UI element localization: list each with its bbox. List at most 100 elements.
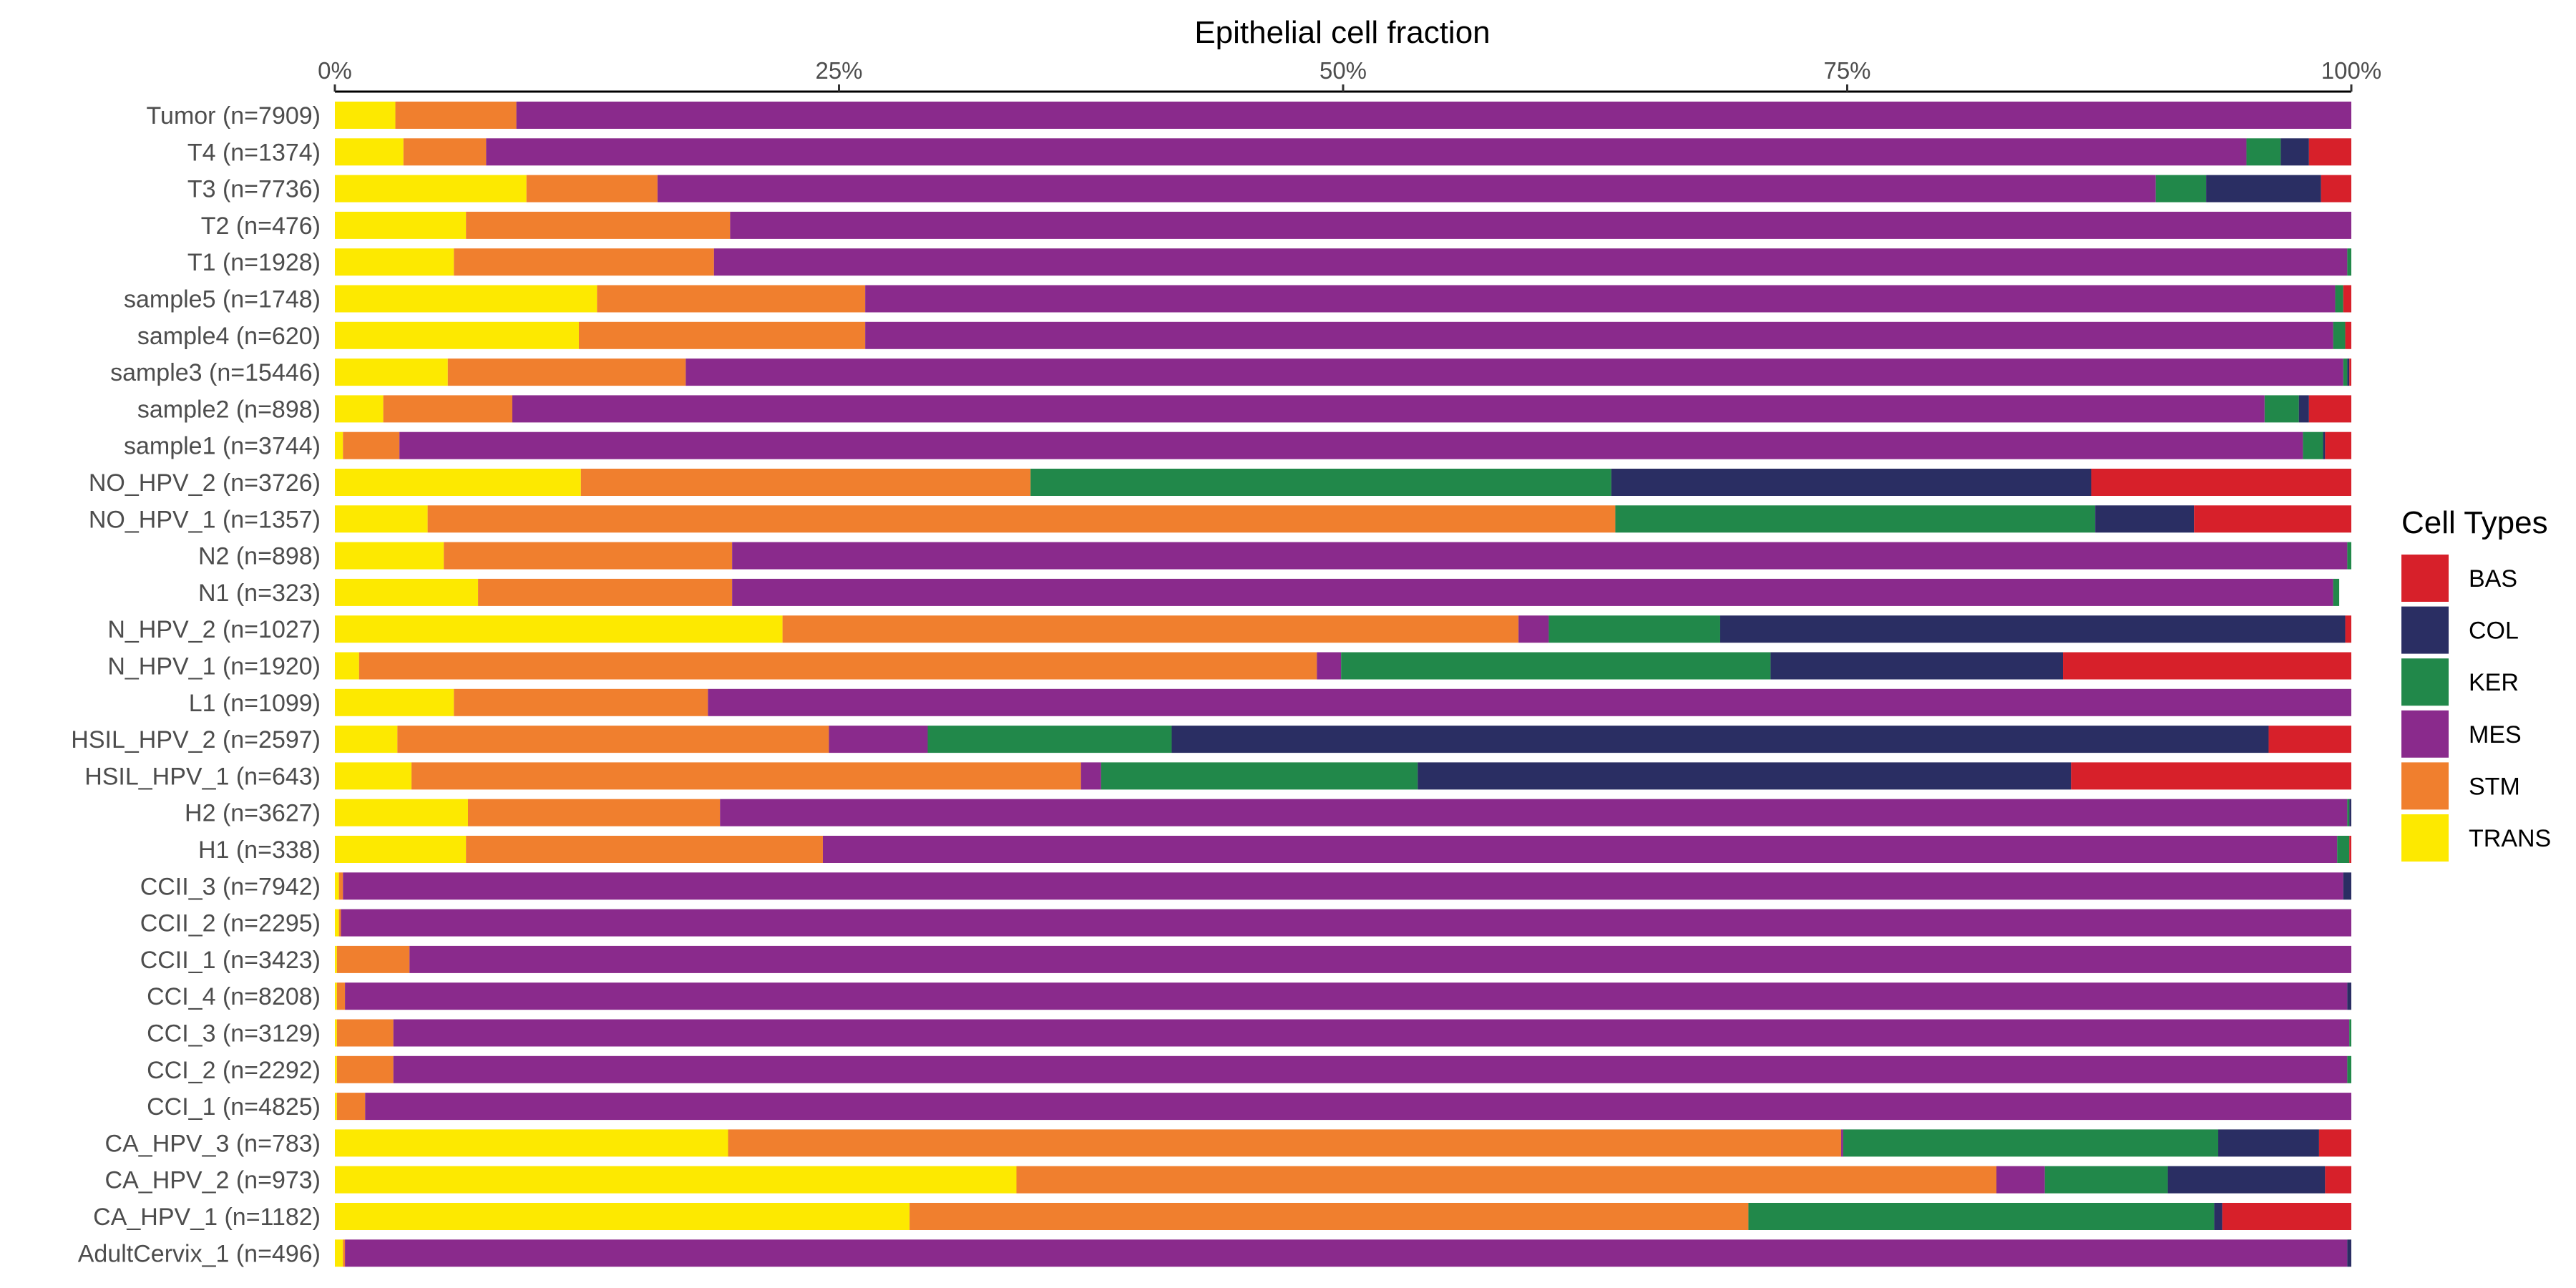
bar-segment-trans: CCI_1 (n=4825) TRANS: 0.1% <box>335 1093 337 1121</box>
bar-row-sample5-n-1748: sample5 (n=1748) TRANS: 13%sample5 (n=17… <box>335 285 2351 313</box>
bar-row-cci-4-n-8208: CCI_4 (n=8208) TRANS: 0.1%CCI_4 (n=8208)… <box>335 982 2351 1010</box>
bar-row-sample4-n-620: sample4 (n=620) TRANS: 12.1%sample4 (n=6… <box>335 321 2351 349</box>
row-label: CCII_1 (n=3423) <box>140 947 321 974</box>
bar-segment-stm: CA_HPV_3 (n=783) STM: 55.2% <box>728 1129 1842 1157</box>
bar-row-ccii-2-n-2295: CCII_2 (n=2295) TRANS: 0.2%CCII_2 (n=229… <box>335 909 2352 937</box>
bar-segment-ker: CA_HPV_2 (n=973) KER: 6.1% <box>2044 1166 2168 1194</box>
bar-segment-trans: NO_HPV_2 (n=3726) TRANS: 12.2% <box>335 469 581 496</box>
x-axis: 0% 25% 50% 75% 100% <box>318 57 2381 93</box>
bar-segment-stm: T3 (n=7736) STM: 6.5% <box>526 175 658 203</box>
bar-segment-stm: N2 (n=898) STM: 14.3% <box>444 542 733 570</box>
bar-segment-stm: NO_HPV_1 (n=1357) STM: 58.9% <box>427 505 1616 533</box>
bar-segment-bas: HSIL_HPV_2 (n=2597) BAS: 4.1% <box>2268 726 2351 753</box>
bar-segment-col: sample3 (n=15446) COL: 0.1% <box>2347 358 2350 386</box>
bar-segment-col: CCI_4 (n=8208) COL: 0.2% <box>2347 982 2351 1010</box>
bar-segment-mes: CCII_3 (n=7942) MES: 99.2% <box>343 872 2343 900</box>
bar-segment-trans: CCI_3 (n=3129) TRANS: 0.1% <box>335 1019 337 1047</box>
x-tick-label: 0% <box>318 57 352 84</box>
bar-segment-col: CCII_3 (n=7942) COL: 0.4% <box>2343 872 2351 900</box>
row-label: CCII_3 (n=7942) <box>140 873 321 900</box>
x-tick-label: 25% <box>815 57 862 84</box>
bar-segment-ker: N_HPV_2 (n=1027) KER: 8.5% <box>1548 615 1720 643</box>
bar-segment-trans: CA_HPV_3 (n=783) TRANS: 19.5% <box>335 1129 728 1157</box>
row-label: CCI_3 (n=3129) <box>147 1020 321 1048</box>
bar-segment-bas: CA_HPV_1 (n=1182) BAS: 6.4% <box>2222 1203 2351 1230</box>
bar-segment-mes: sample1 (n=3744) MES: 94.4% <box>399 431 2303 459</box>
bar-row-n2-n-898: N2 (n=898) TRANS: 5.4%N2 (n=898) STM: 14… <box>335 542 2351 570</box>
row-label: CCI_4 (n=8208) <box>147 983 321 1010</box>
bar-segment-mes: L1 (n=1099) MES: 81.5% <box>708 688 2351 716</box>
bar-segment-trans: sample4 (n=620) TRANS: 12.1% <box>335 321 579 349</box>
bar-segment-mes: H1 (n=338) MES: 75.1% <box>822 836 2338 863</box>
bar-segment-stm: N_HPV_2 (n=1027) STM: 36.5% <box>782 615 1519 643</box>
bar-row-sample3-n-15446: sample3 (n=15446) TRANS: 5.6%sample3 (n=… <box>335 358 2351 386</box>
bar-segment-mes: N_HPV_1 (n=1920) MES: 1.2% <box>1317 652 1342 680</box>
bar-segment-bas: sample2 (n=898) BAS: 2.1% <box>2308 395 2351 423</box>
chart-title: Epithelial cell fraction <box>1194 15 1490 50</box>
bar-segment-ker: CA_HPV_3 (n=783) KER: 18.6% <box>1843 1129 2219 1157</box>
bar-row-cci-1-n-4825: CCI_1 (n=4825) TRANS: 0.1%CCI_1 (n=4825)… <box>335 1093 2351 1121</box>
row-label: T2 (n=476) <box>201 213 321 240</box>
bar-segment-stm: CCII_2 (n=2295) STM: 0.1% <box>338 909 341 937</box>
bar-segment-ker: N_HPV_1 (n=1920) KER: 21.3% <box>1341 652 1771 680</box>
bar-segment-col: CA_HPV_3 (n=783) COL: 5% <box>2218 1129 2319 1157</box>
row-label: sample5 (n=1748) <box>124 286 321 313</box>
bar-row-l1-n-1099: L1 (n=1099) TRANS: 5.9%L1 (n=1099) STM: … <box>335 688 2351 716</box>
bar-segment-trans: CA_HPV_2 (n=973) TRANS: 33.8% <box>335 1166 1017 1194</box>
bar-segment-trans: H1 (n=338) TRANS: 6.5% <box>335 836 467 863</box>
bar-segment-ker: NO_HPV_2 (n=3726) KER: 28.8% <box>1030 469 1611 496</box>
legend-label: KER <box>2469 669 2519 696</box>
bar-segment-mes: CCII_2 (n=2295) MES: 99.7% <box>341 909 2352 937</box>
bar-segment-stm: sample4 (n=620) STM: 14.2% <box>578 321 866 349</box>
bar-segment-col: N_HPV_2 (n=1027) COL: 31% <box>1719 615 2346 643</box>
bar-segment-bas: NO_HPV_2 (n=3726) BAS: 12.9% <box>2091 469 2351 496</box>
row-label: sample3 (n=15446) <box>110 359 321 386</box>
bar-segment-stm: T1 (n=1928) STM: 12.9% <box>454 248 714 276</box>
bar-segment-ker: H2 (n=3627) KER: 0.1% <box>2347 799 2350 826</box>
bar-segment-trans: T3 (n=7736) TRANS: 9.5% <box>335 175 527 203</box>
bar-segment-mes: sample5 (n=1748) MES: 72.9% <box>865 285 2336 313</box>
row-label: HSIL_HPV_2 (n=2597) <box>71 726 321 753</box>
bar-segment-bas: CA_HPV_3 (n=783) BAS: 1.6% <box>2318 1129 2351 1157</box>
x-tick-label: 100% <box>2321 57 2381 84</box>
bar-segment-ker: CCI_3 (n=3129) KER: 0.1% <box>2349 1019 2351 1047</box>
bar-segment-bas: T4 (n=1374) BAS: 2.1% <box>2308 138 2351 166</box>
bar-segment-ker: NO_HPV_1 (n=1357) KER: 23.8% <box>1615 505 2096 533</box>
bar-segment-bas: CA_HPV_2 (n=973) BAS: 1.3% <box>2325 1166 2351 1194</box>
bar-row-sample1-n-3744: sample1 (n=3744) TRANS: 0.4%sample1 (n=3… <box>335 431 2351 459</box>
bar-segment-stm: HSIL_HPV_2 (n=2597) STM: 21.4% <box>397 726 829 753</box>
bar-segment-stm: Tumor (n=7909) STM: 6% <box>395 102 517 129</box>
bar-row-ca-hpv-1-n-1182: CA_HPV_1 (n=1182) TRANS: 28.5%CA_HPV_1 (… <box>335 1203 2351 1230</box>
bar-segment-trans: T1 (n=1928) TRANS: 5.9% <box>335 248 454 276</box>
row-label: NO_HPV_1 (n=1357) <box>89 506 321 533</box>
bar-segment-ker: CA_HPV_1 (n=1182) KER: 23.1% <box>1748 1203 2215 1230</box>
bar-row-ca-hpv-3-n-783: CA_HPV_3 (n=783) TRANS: 19.5%CA_HPV_3 (n… <box>335 1129 2351 1157</box>
row-label: H1 (n=338) <box>198 836 321 864</box>
bars-group: Tumor (n=7909) TRANS: 3%Tumor (n=7909) S… <box>335 102 2352 1267</box>
bar-segment-mes: HSIL_HPV_1 (n=643) MES: 1% <box>1080 762 1101 790</box>
bar-segment-trans: H2 (n=3627) TRANS: 6.6% <box>335 799 468 826</box>
legend-swatch <box>2401 555 2449 602</box>
bar-segment-stm: CCI_4 (n=8208) STM: 0.4% <box>336 982 346 1010</box>
bar-row-sample2-n-898: sample2 (n=898) TRANS: 2.4%sample2 (n=89… <box>335 395 2351 423</box>
bar-segment-stm: CCII_1 (n=3423) STM: 3.6% <box>336 945 410 973</box>
legend-swatch <box>2401 606 2449 654</box>
bar-segment-bas: N_HPV_1 (n=1920) BAS: 14.3% <box>2063 652 2351 680</box>
bar-segment-stm: L1 (n=1099) STM: 12.6% <box>454 688 708 716</box>
bar-segment-stm: CA_HPV_1 (n=1182) STM: 41.6% <box>909 1203 1749 1230</box>
row-label: CCI_1 (n=4825) <box>147 1093 321 1121</box>
bar-segment-col: N_HPV_1 (n=1920) COL: 14.5% <box>1770 652 2064 680</box>
bar-segment-ker: T1 (n=1928) KER: 0.2% <box>2347 248 2351 276</box>
bar-row-ccii-1-n-3423: CCII_1 (n=3423) TRANS: 0.1%CCII_1 (n=342… <box>335 945 2351 973</box>
bar-segment-ker: T4 (n=1374) KER: 1.7% <box>2246 138 2281 166</box>
bar-segment-ker: sample3 (n=15446) KER: 0.2% <box>2343 358 2348 386</box>
bar-segment-trans: T2 (n=476) TRANS: 6.5% <box>335 211 467 239</box>
row-label: sample1 (n=3744) <box>124 433 321 460</box>
bar-row-cci-3-n-3129: CCI_3 (n=3129) TRANS: 0.1% CCI_3 (n=3129)… <box>335 1019 2351 1047</box>
bar-segment-stm: CCI_2 (n=2292) STM: 2.8% <box>336 1055 394 1083</box>
legend-items: BAS COL KER MES STM TRANS <box>2401 555 2551 862</box>
bar-segment-trans: HSIL_HPV_1 (n=643) TRANS: 3.8% <box>335 762 412 790</box>
bar-segment-stm: sample3 (n=15446) STM: 11.8% <box>447 358 686 386</box>
legend-label: MES <box>2469 721 2522 748</box>
